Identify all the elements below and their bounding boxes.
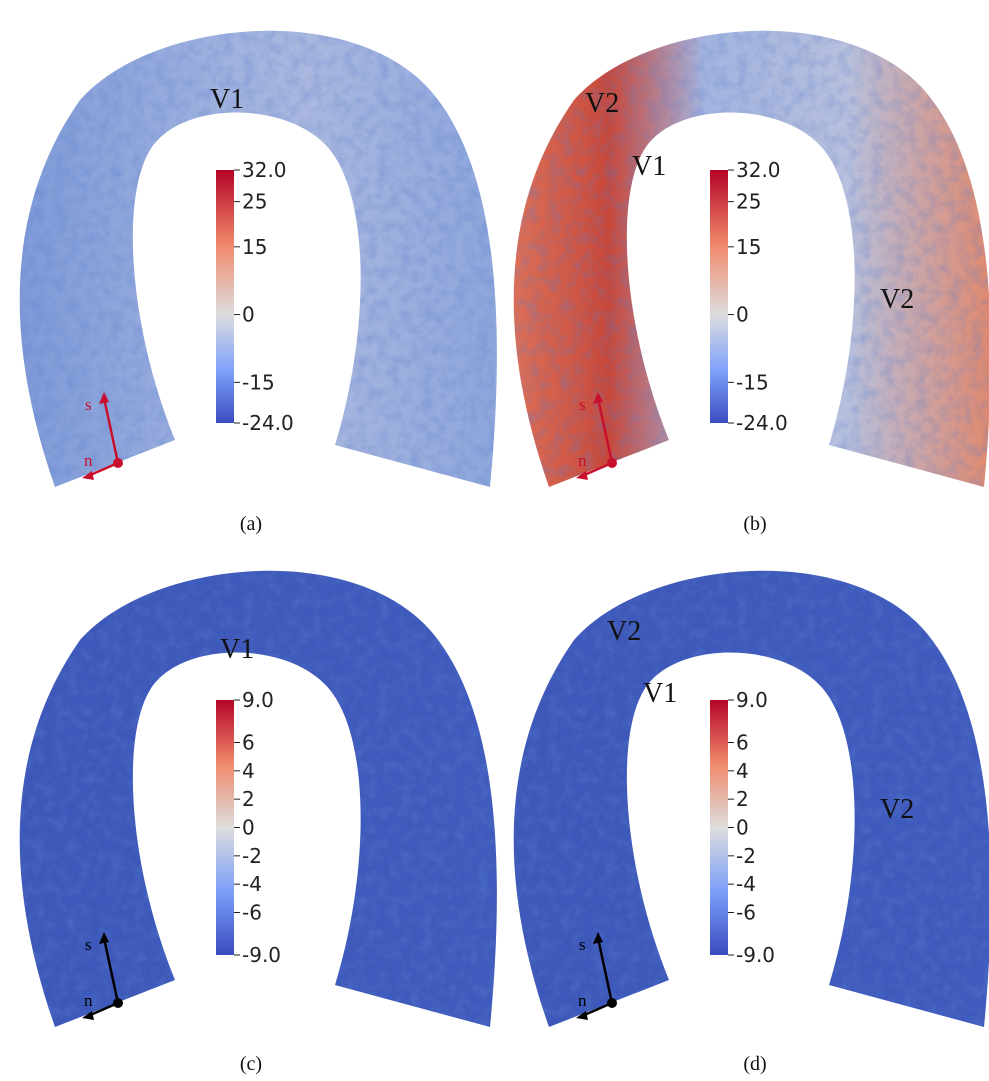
vortex-label: V2 (607, 616, 641, 647)
vortex-label: V1 (210, 84, 244, 115)
colorbar-tick-label: -6 (736, 901, 756, 925)
colorbar-tick-label: 0 (736, 303, 749, 327)
colorbar-tick-label: 15 (242, 235, 267, 259)
colorbar (710, 170, 728, 423)
colorbar-tick-label: -9.0 (242, 943, 281, 967)
colorbar-tick-label: 6 (242, 731, 255, 755)
colorbar (710, 700, 728, 955)
figure: 32.0 25 15 0 -15 -24.0 V1 s n (a) 32.0 25 15 0 -15 -24.… (0, 0, 989, 1081)
colorbar-tick-label: -6 (242, 901, 262, 925)
axis-origin (113, 458, 123, 468)
colorbar (216, 700, 234, 955)
colorbar-tick-label: 0 (736, 816, 749, 840)
panel: 32.0 25 15 0 -15 -24.0 V2 V1 V2 s n (b) (494, 0, 989, 535)
panel-caption: (d) (743, 1053, 766, 1075)
colorbar-tick-label: 4 (736, 759, 749, 783)
colorbar-tick-label: 32.0 (736, 158, 781, 182)
colorbar-tick-label: -24.0 (242, 411, 294, 435)
panel-caption: (a) (240, 513, 262, 535)
vortex-label: V1 (643, 678, 677, 709)
colorbar-tick-label: 2 (736, 787, 749, 811)
colorbar-tick-label: 15 (736, 235, 761, 259)
panel-caption: (b) (743, 513, 766, 535)
vortex-label: V2 (880, 284, 914, 315)
panel: 32.0 25 15 0 -15 -24.0 V1 s n (a) (0, 0, 497, 535)
axis-s-label: s (85, 395, 92, 414)
vortex-label: V1 (632, 151, 666, 182)
colorbar (216, 170, 234, 423)
axis-origin (607, 998, 617, 1008)
axis-origin (607, 458, 617, 468)
colorbar-tick-label: -2 (242, 844, 262, 868)
colorbar-tick-label: 2 (242, 787, 255, 811)
vortex-label: V2 (880, 794, 914, 825)
colorbar-tick-label: -4 (242, 872, 262, 896)
vortex-label: V1 (220, 634, 254, 665)
colorbar-tick-label: 6 (736, 731, 749, 755)
colorbar-tick-label: -24.0 (736, 411, 788, 435)
axis-n-label: n (578, 991, 587, 1010)
colorbar-tick-label: 0 (242, 303, 255, 327)
colorbar-tick-label: -4 (736, 872, 756, 896)
colorbar-tick-label: -2 (736, 844, 756, 868)
colorbar-tick-label: 0 (242, 816, 255, 840)
panel: 9.0 6 4 2 0 -2 -4 -6 -9.0 V1 s n (c) (0, 540, 497, 1075)
axis-n-label: n (578, 451, 587, 470)
axis-s-label: s (85, 935, 92, 954)
axis-s-label: s (579, 395, 586, 414)
colorbar-tick-label: 4 (242, 759, 255, 783)
vortex-label: V2 (585, 88, 619, 119)
colorbar-tick-label: 9.0 (736, 688, 768, 712)
panel-caption: (c) (240, 1053, 262, 1075)
colorbar-tick-label: 25 (242, 190, 267, 214)
axis-origin (113, 998, 123, 1008)
axis-n-label: n (84, 991, 93, 1010)
colorbar-tick-label: -15 (736, 370, 769, 394)
colorbar-tick-label: -15 (242, 370, 275, 394)
axis-s-label: s (579, 935, 586, 954)
colorbar-tick-label: 9.0 (242, 688, 274, 712)
colorbar-tick-label: 32.0 (242, 158, 287, 182)
axis-n-label: n (84, 451, 93, 470)
colorbar-tick-label: 25 (736, 190, 761, 214)
colorbar-tick-label: -9.0 (736, 943, 775, 967)
